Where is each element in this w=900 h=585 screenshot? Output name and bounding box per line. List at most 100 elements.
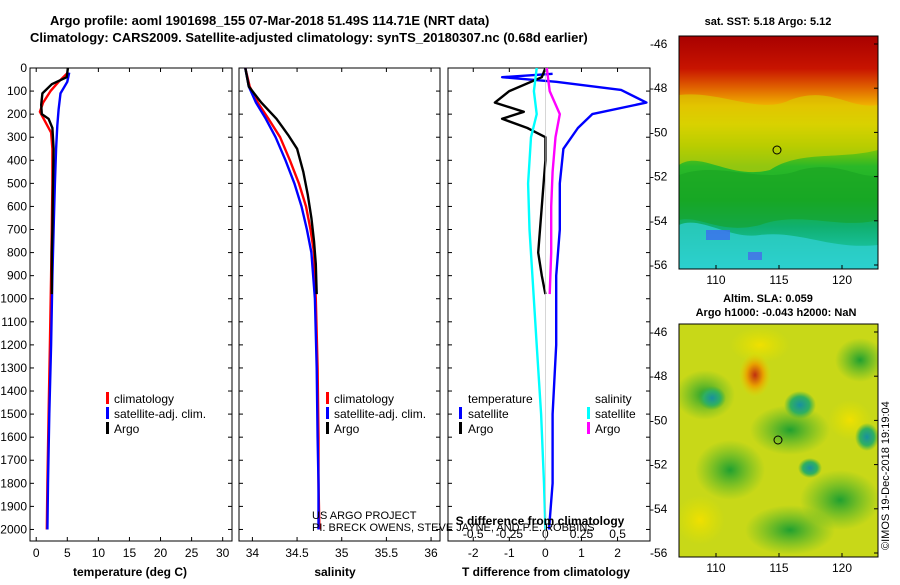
x-tick-label: -1 [504, 546, 515, 560]
legend-label-climatology: climatology [114, 392, 174, 406]
lat-tick-label: -52 [650, 458, 668, 472]
sla-map-title-2: Argo h1000: -0.043 h2000: NaN [696, 307, 857, 319]
depth-tick-label: 900 [7, 269, 27, 283]
sst-warm-tongue [679, 94, 878, 173]
title-line-2: Climatology: CARS2009. Satellite-adjuste… [30, 30, 588, 45]
salinity-legend: climatology satellite-adj. clim. Argo [326, 392, 426, 436]
x-tick-label: 35 [335, 546, 349, 560]
sla-green-eddy [745, 505, 835, 555]
depth-tick-label: 400 [7, 153, 27, 167]
sla-map [679, 324, 878, 557]
sst-map [679, 36, 878, 269]
temperature-legend: climatology satellite-adj. clim. Argo [106, 392, 206, 436]
legend-swatch-temp-argo [459, 422, 462, 434]
x-tick-label: 30 [216, 546, 230, 560]
depth-tick-label: 800 [7, 246, 27, 260]
salinity-panel: 34 34.5 35 35.5 36 [238, 67, 441, 560]
sla-green-eddy [750, 405, 830, 455]
lat-tick-label: -56 [650, 258, 668, 272]
series-line-temperature-argo [493, 67, 547, 295]
legend-swatch-argo [106, 422, 109, 434]
top-x-tick-label: 0.25 [570, 527, 594, 541]
top-x-tick-label: -0.5 [463, 527, 484, 541]
x-tick-label: 10 [92, 546, 106, 560]
legend-label-argo: Argo [114, 422, 140, 436]
temperature-panel: 0 5 10 15 20 25 30 [29, 67, 233, 560]
lon-tick-label: 115 [769, 561, 788, 575]
x-tick-label: 34.5 [285, 546, 309, 560]
legend-label-temp-satellite: satellite [468, 407, 509, 421]
lat-tick-label: -56 [650, 546, 668, 560]
legend-label-satellite: satellite-adj. clim. [334, 407, 426, 421]
legend-swatch-argo [326, 422, 329, 434]
series-line-salinity-argo [545, 67, 561, 295]
depth-tick-label: 1200 [0, 338, 27, 352]
depth-tick-label: 500 [7, 176, 27, 190]
top-x-tick-label: -0.25 [496, 527, 524, 541]
legend-label-temp-argo: Argo [468, 422, 494, 436]
lon-tick-label: 115 [769, 273, 788, 287]
sst-blue-pixels [748, 252, 762, 260]
plot-frame [29, 67, 233, 542]
series-line-satellite-adj-clim- [244, 67, 320, 530]
t-difference-axis-label: T difference from climatology [462, 565, 630, 579]
lat-tick-label: -48 [650, 81, 668, 95]
legend-heading-temperature: temperature [468, 392, 533, 406]
x-tick-label: 15 [123, 546, 137, 560]
depth-tick-label: 700 [7, 223, 27, 237]
x-tick-label: 20 [154, 546, 168, 560]
plot-frame [447, 67, 651, 542]
sst-map-ticks: -46 -48 -50 -52 -54 -56 110 115 120 [650, 37, 878, 287]
depth-tick-label: 300 [7, 130, 27, 144]
depth-tick-label: 2000 [0, 522, 27, 536]
legend-heading-salinity: salinity [595, 392, 632, 406]
sla-argo-location-marker [773, 435, 783, 445]
legend-swatch-climatology [326, 392, 329, 404]
lat-tick-label: -54 [650, 502, 668, 516]
x-tick-label: 0 [542, 546, 549, 560]
legend-label-sal-argo: Argo [595, 422, 621, 436]
legend-swatch-climatology [106, 392, 109, 404]
sst-map-title: sat. SST: 5.18 Argo: 5.12 [705, 16, 832, 28]
sst-green-band [679, 167, 878, 228]
depth-tick-label: 1300 [0, 361, 27, 375]
lat-tick-label: -46 [650, 37, 668, 51]
lat-tick-label: -48 [650, 369, 668, 383]
temperature-axis-label: temperature (deg C) [73, 565, 187, 579]
depth-tick-label: 200 [7, 107, 27, 121]
difference-legend: temperature satellite Argo salinity sate… [459, 392, 636, 436]
x-tick-label: 0 [33, 546, 40, 560]
depth-tick-label: 1100 [1, 315, 27, 329]
sla-negative-anomaly [698, 386, 726, 410]
series-line-satellite-adj-clim- [46, 72, 71, 530]
x-tick-label: 36 [424, 546, 438, 560]
sla-yellow-patch [730, 327, 790, 363]
sla-green-eddy [695, 440, 765, 500]
x-tick-label: 1 [578, 546, 585, 560]
series-line-argo [40, 67, 70, 295]
legend-label-climatology: climatology [334, 392, 394, 406]
depth-tick-label: 600 [7, 199, 27, 213]
legend-swatch-sal-argo [587, 422, 590, 434]
credit-line-1: US ARGO PROJECT [312, 510, 417, 522]
salinity-axis-label: salinity [314, 565, 356, 579]
difference-panel: -2 -1 0 1 2-0.5 -0.25 0 0.25 0.5 [447, 67, 651, 560]
legend-swatch-satellite [106, 407, 109, 419]
sla-yellow-patch [679, 495, 725, 545]
x-tick-label: 34 [246, 546, 260, 560]
lon-tick-label: 110 [706, 561, 725, 575]
series-line-temperature-satellite [500, 72, 648, 530]
x-tick-label: 2 [614, 546, 621, 560]
depth-tick-label: 0 [20, 61, 27, 75]
legend-label-argo: Argo [334, 422, 360, 436]
legend-swatch-temp-satellite [459, 407, 462, 419]
lat-tick-label: -50 [650, 413, 668, 427]
depth-tick-label: 1500 [0, 407, 27, 421]
legend-label-satellite: satellite-adj. clim. [114, 407, 206, 421]
sla-green-eddy [835, 338, 878, 382]
depth-tick-label: 1000 [0, 292, 27, 306]
lat-tick-label: -50 [650, 125, 668, 139]
lon-tick-label: 110 [706, 273, 725, 287]
